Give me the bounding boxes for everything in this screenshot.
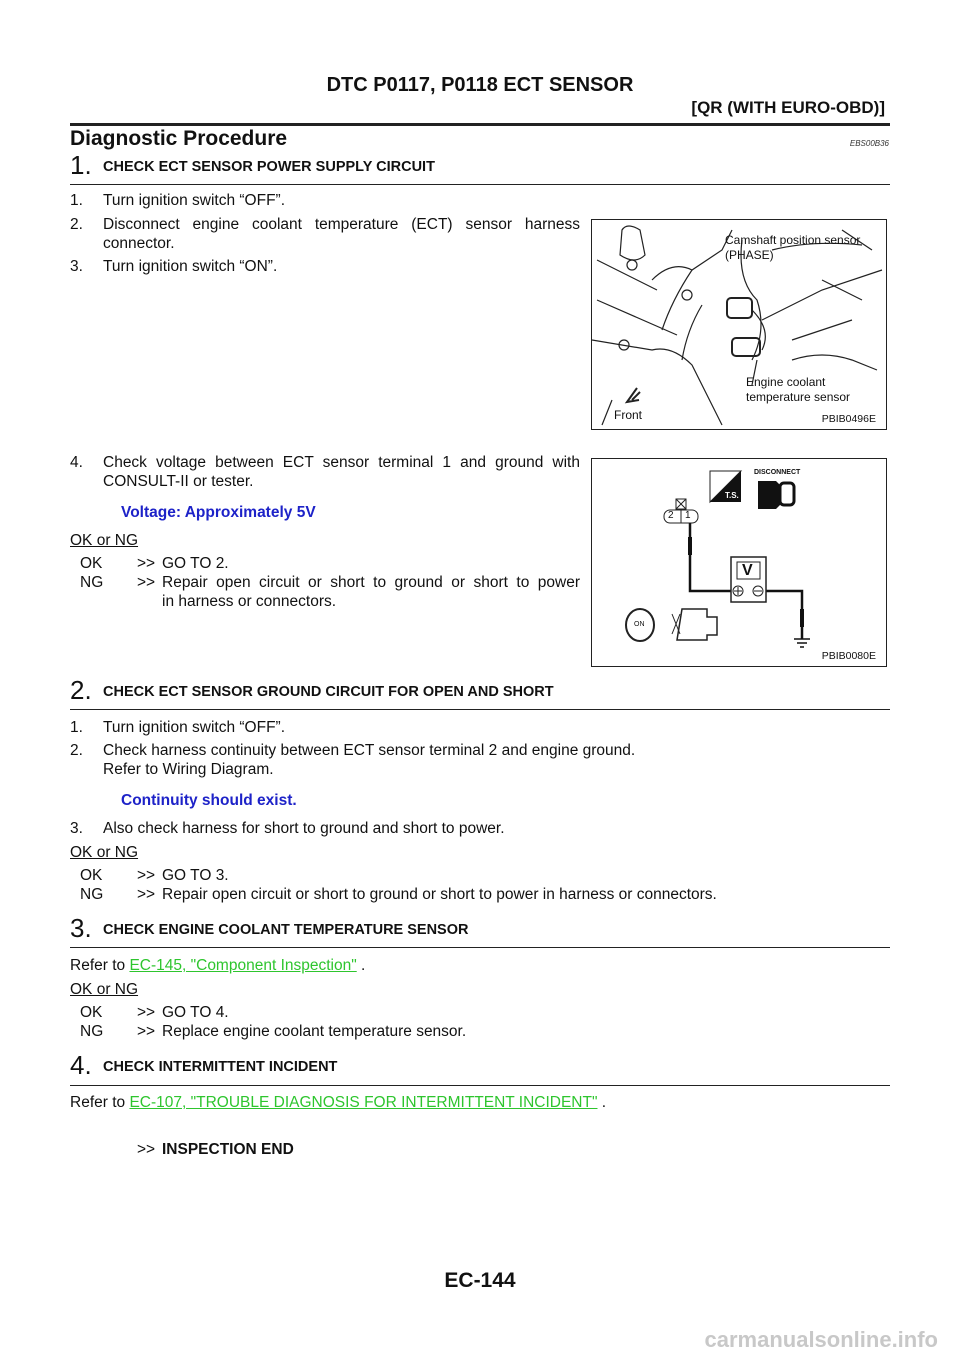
ng-action: Repair open circuit or short to ground o… [162,886,717,903]
disconnect-label: DISCONNECT [754,469,801,476]
item-text: Refer to Wiring Diagram. [103,761,274,778]
ng-action: Replace engine coolant temperature senso… [162,1023,467,1040]
ok-label: OK [80,1004,103,1021]
component-inspection-link[interactable]: EC-145, "Component Inspection" [129,957,357,974]
front-label: Front [614,408,643,422]
ok-ng-heading: OK or NG [70,844,139,861]
period: . [361,957,366,974]
arrow-marker: >> [137,1004,156,1021]
ng-label: NG [80,574,104,591]
ok-action: GO TO 3. [162,867,229,884]
step-heading: CHECK ECT SENSOR POWER SUPPLY CIRCUIT [103,159,435,175]
ts-label: T.S. [725,491,739,500]
item-text: Turn ignition switch “OFF”. [103,192,286,209]
engine-illustration [592,225,883,426]
refer-line: Refer to EC-107, "TROUBLE DIAGNOSIS FOR … [70,1094,606,1112]
arrow-marker: >> [137,1023,156,1040]
page-title: DTC P0117, P0118 ECT SENSOR [326,74,634,96]
item-text: Check harness continuity between ECT sen… [103,742,636,759]
step-rule [70,1085,890,1086]
ok-ng-heading: OK or NG [70,981,139,998]
inspection-end: INSPECTION END [162,1141,294,1158]
ng-action: Repair open circuit or short to ground o… [162,574,580,591]
item-number: 1. [70,192,83,209]
callout-label: Engine coolant [746,375,826,389]
arrow-marker: >> [137,867,156,884]
item-number: 3. [70,820,83,837]
pin-1-label: 1 [685,510,691,521]
ignition-on-label: ON [634,621,645,628]
step-number: 4. [70,1050,92,1080]
item-number: 2. [70,742,83,759]
arrow-marker: >> [137,574,156,591]
section-title: Diagnostic Procedure [70,127,288,150]
voltage-check-figure: DISCONNECT T.S. 2 1 V ON PBIB0080E [591,458,887,667]
pin-2-label: 2 [668,510,674,521]
step-number: 1. [70,150,92,180]
item-number: 3. [70,258,83,275]
period: . [601,1094,607,1111]
arrow-marker: >> [137,555,156,572]
figure-id: PBIB0080E [821,650,876,662]
step-heading: CHECK ECT SENSOR GROUND CIRCUIT FOR OPEN… [103,684,554,700]
header-rule [70,123,890,126]
figure-id: PBIB0496E [821,413,876,425]
step-rule [70,709,890,710]
item-text: Turn ignition switch “OFF”. [103,719,286,736]
section-code: EBS00B36 [849,139,889,148]
watermark: carmanualsonline.info [704,1327,939,1352]
step-rule [70,947,890,948]
ok-action: GO TO 2. [162,555,229,572]
ng-action: in harness or connectors. [162,593,337,610]
callout-label: (PHASE) [725,248,774,262]
ok-label: OK [80,867,103,884]
sensor-location-figure: Camshaft position sensor (PHASE) Engine … [591,219,887,430]
callout-label: Camshaft position sensor [725,233,861,247]
step-rule [70,184,890,185]
item-text: connector. [103,235,175,252]
item-text: CONSULT-II or tester. [103,473,254,490]
step-heading: CHECK INTERMITTENT INCIDENT [103,1059,338,1075]
item-text: Check voltage between ECT sensor termina… [103,454,580,471]
step-number: 2. [70,675,92,705]
item-number: 4. [70,454,83,471]
item-text: Disconnect engine coolant temperature (E… [103,216,580,233]
ng-label: NG [80,1023,104,1040]
step-number: 3. [70,913,92,943]
circuit-diagram [625,470,810,648]
step-heading: CHECK ENGINE COOLANT TEMPERATURE SENSOR [103,922,469,938]
ok-label: OK [80,555,103,572]
item-text: Turn ignition switch “ON”. [103,258,278,275]
ng-label: NG [80,886,104,903]
spec-voltage: Voltage: Approximately 5V [121,504,316,521]
item-text: Also check harness for short to ground a… [103,820,505,837]
intermittent-incident-link[interactable]: EC-107, "TROUBLE DIAGNOSIS FOR INTERMITT… [129,1094,598,1111]
item-number: 2. [70,216,83,233]
callout-label: temperature sensor [746,390,851,404]
refer-text: Refer to [70,957,126,974]
voltmeter-label: V [742,562,753,579]
page-subtitle: [QR (WITH EURO-OBD)] [691,98,885,117]
ok-ng-heading: OK or NG [70,532,139,549]
refer-line: Refer to EC-145, "Component Inspection" … [70,957,365,975]
arrow-marker: >> [137,1141,156,1158]
page-number: EC-144 [444,1269,516,1292]
spec-continuity: Continuity should exist. [121,792,297,809]
arrow-marker: >> [137,886,156,903]
refer-text: Refer to [70,1094,126,1111]
item-number: 1. [70,719,83,736]
ok-action: GO TO 4. [162,1004,229,1021]
